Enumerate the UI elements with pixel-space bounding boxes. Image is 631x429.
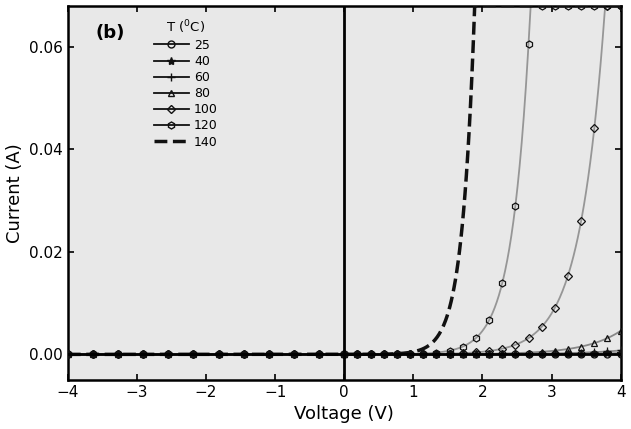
Text: (b): (b) <box>95 24 125 42</box>
Y-axis label: Current (A): Current (A) <box>6 143 23 243</box>
X-axis label: Voltage (V): Voltage (V) <box>294 405 394 423</box>
Legend: 25, 40, 60, 80, 100, 120, 140: 25, 40, 60, 80, 100, 120, 140 <box>151 15 220 151</box>
